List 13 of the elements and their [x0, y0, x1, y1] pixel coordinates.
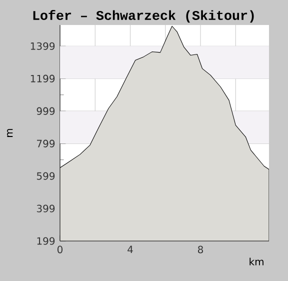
y-tick-label: 799 [37, 140, 55, 148]
y-tick-label: 199 [37, 237, 55, 245]
x-tick-label: 8 [198, 246, 203, 254]
y-tick-label: 999 [36, 107, 55, 115]
x-tick-label: 0 [57, 246, 63, 254]
y-tick-label: 599 [36, 172, 55, 180]
chart-title: Lofer – Schwarzeck (Skitour) [33, 10, 254, 23]
y-axis-title: m [7, 128, 13, 137]
y-tick-label: 1399 [30, 42, 55, 50]
x-tick-label: 4 [128, 246, 133, 253]
x-axis-title: km [250, 258, 264, 266]
y-tick-label: 399 [36, 204, 55, 212]
y-tick-label: 1199 [30, 74, 55, 82]
